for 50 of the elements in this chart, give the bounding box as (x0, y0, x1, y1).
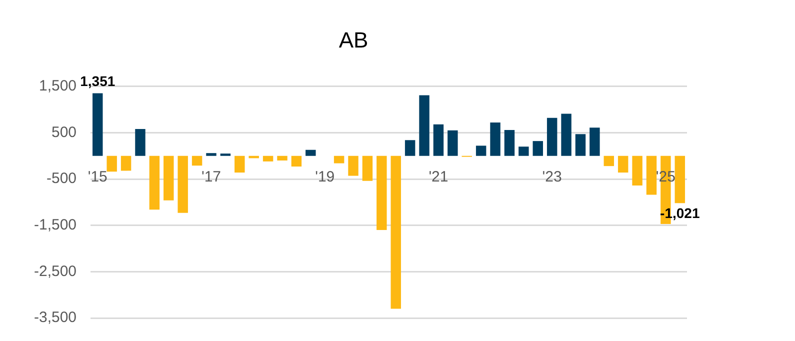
bar (206, 153, 216, 156)
bar (106, 156, 117, 172)
x-tick-label: '17 (201, 168, 222, 186)
bar (490, 122, 500, 156)
bar (149, 156, 160, 210)
y-tick-label: -2,500 (34, 262, 77, 280)
bar (376, 156, 387, 230)
bar (561, 114, 572, 156)
bar (590, 128, 600, 156)
bar (234, 156, 245, 173)
bar (476, 146, 486, 156)
y-tick-label: 1,500 (38, 78, 77, 95)
bar (419, 95, 430, 156)
bar (448, 130, 458, 156)
bar (178, 156, 188, 213)
bar (291, 156, 302, 167)
x-tick-label: '23 (542, 168, 562, 186)
bar (404, 140, 416, 156)
bar (306, 150, 316, 156)
bar (646, 156, 657, 195)
data-label: 1,351 (80, 73, 116, 90)
bar (532, 141, 543, 156)
y-tick-label: 500 (52, 124, 77, 141)
bar (120, 156, 132, 171)
bar (334, 156, 344, 164)
bar (618, 156, 628, 173)
bar (518, 146, 529, 156)
bar (262, 156, 274, 162)
chart-title: AB (338, 27, 368, 52)
bar (277, 156, 288, 161)
y-tick-label: -3,500 (34, 309, 77, 326)
bar (546, 118, 558, 156)
x-tick-label: '19 (315, 168, 335, 186)
bar (164, 156, 174, 200)
bar (192, 156, 202, 166)
bar (433, 124, 444, 156)
y-tick-label: -500 (46, 170, 77, 188)
x-tick-label: '21 (428, 168, 448, 186)
bar (632, 156, 642, 186)
bar (575, 134, 586, 156)
bar (390, 156, 401, 309)
y-tick-label: -1,500 (34, 216, 77, 234)
bar (362, 156, 373, 181)
bar (348, 156, 358, 176)
bar (504, 130, 515, 156)
bar (135, 129, 146, 156)
x-tick-label: '15 (88, 168, 108, 186)
bar (674, 156, 686, 204)
bar (604, 156, 614, 166)
bar (92, 93, 103, 156)
